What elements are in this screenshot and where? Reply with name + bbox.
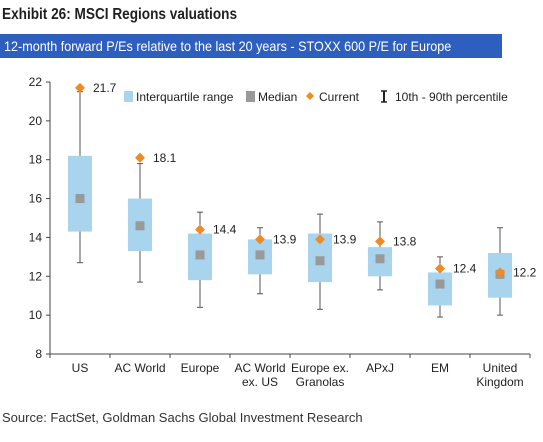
current-marker [435,263,445,274]
iqr-box [68,155,92,232]
current-marker [315,234,325,245]
x-category-label: Granolas [296,375,345,389]
x-category-label: AC World [234,361,285,375]
legend-whisker-label: 10th - 90th percentile [395,90,508,104]
legend-current-label: Current [319,90,360,104]
median-marker [255,250,265,260]
subtitle-bar: 12-month forward P/Es relative to the la… [0,34,502,58]
chart-title: Exhibit 26: MSCI Regions valuations [2,6,238,23]
chart-subtitle: 12-month forward P/Es relative to the la… [4,38,452,54]
current-value-label: 13.9 [273,232,297,246]
current-value-label: 14.4 [213,223,237,237]
current-marker [255,234,265,245]
current-value-label: 21.7 [93,81,117,95]
y-tick-label: 18 [29,153,43,167]
legend-median-swatch [246,91,255,102]
current-marker [375,236,385,247]
median-marker [135,221,145,231]
x-category-label: Kingdom [476,375,523,389]
current-value-label: 12.2 [513,265,537,279]
x-category-label: US [72,361,89,375]
y-tick-label: 14 [29,230,43,244]
x-category-label: Europe ex. [291,361,349,375]
x-category-label: Europe [181,361,220,375]
current-value-label: 12.4 [453,262,477,276]
x-category-label: EM [431,361,449,375]
median-marker [375,254,385,264]
y-tick-label: 20 [29,114,43,128]
y-tick-label: 12 [29,269,43,283]
current-value-label: 18.1 [153,151,177,165]
current-value-label: 13.9 [333,232,357,246]
current-marker [195,224,205,235]
x-category-label: United [483,361,518,375]
current-value-label: 13.8 [393,234,417,248]
y-tick-label: 10 [29,308,43,322]
legend-iqr-swatch [124,91,133,102]
y-tick-label: 22 [29,75,43,89]
iqr-box [428,272,452,306]
median-marker [75,194,85,204]
legend-iqr-label: Interquartile range [136,90,234,104]
median-marker [195,250,205,260]
y-tick-label: 16 [29,192,43,206]
legend-median-label: Median [258,90,297,104]
box-plot-chart: 8 10 12 14 16 18 20 22 21.7 US 18.1 AC World 14.4 Eur… [29,75,537,389]
median-marker [435,279,445,289]
legend-current-swatch [306,92,314,100]
current-marker [495,267,505,278]
x-category-label: AC World [114,361,165,375]
current-marker [75,82,85,93]
source-note: Source: FactSet, Goldman Sachs Global In… [2,410,363,425]
x-category-label: ex. US [242,375,278,389]
current-marker [135,152,145,163]
x-category-label: APxJ [366,361,394,375]
median-marker [315,256,325,266]
y-tick-label: 8 [35,347,42,361]
